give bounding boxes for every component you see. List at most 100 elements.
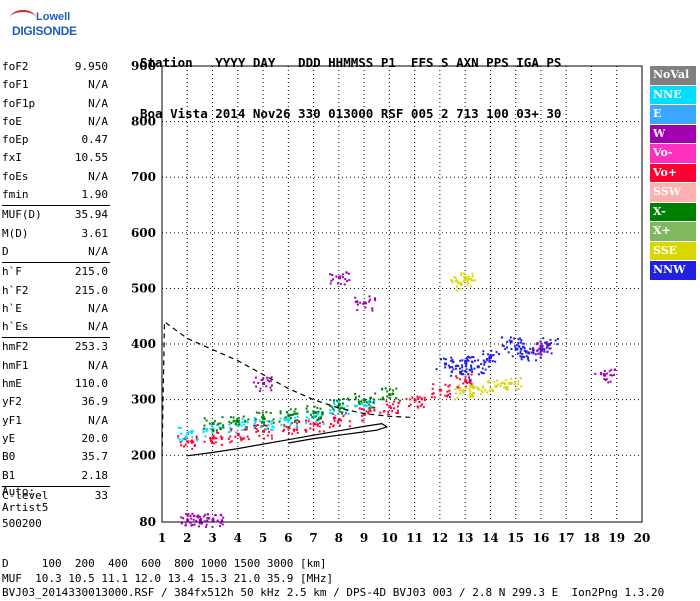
scatter-point [195, 436, 198, 439]
scatter-point [214, 514, 217, 517]
scatter-point [341, 411, 344, 414]
scatter-point [459, 281, 463, 285]
scatter-point [497, 353, 500, 356]
scatter-point [466, 283, 469, 286]
scatter-point [471, 394, 474, 397]
scatter-point [488, 381, 491, 384]
scatter-point [185, 435, 188, 438]
scatter-point [459, 389, 462, 392]
legend-item-sse: SSE [650, 241, 696, 260]
scatter-point [365, 404, 368, 407]
param-row: MUF(D) 35.94 [2, 206, 110, 224]
scatter-point [210, 424, 213, 427]
scatter-point [511, 355, 514, 358]
scatter-point [190, 517, 193, 520]
scatter-point [191, 512, 194, 515]
scatter-point [177, 426, 180, 429]
scatter-point [219, 422, 222, 425]
scatter-point [221, 523, 224, 526]
scatter-point [607, 381, 610, 384]
scatter-point [613, 374, 616, 377]
scatter-point [468, 387, 471, 390]
scatter-point [257, 429, 260, 432]
param-row: h`F 215.0 [2, 263, 110, 281]
scatter-point [419, 405, 422, 408]
scatter-point [464, 379, 468, 383]
scatter-point [316, 406, 319, 409]
scatter-point [243, 437, 246, 440]
param-row: foEp 0.47 [2, 131, 110, 149]
scatter-point [228, 420, 231, 423]
legend-item-noval: NoVal [650, 66, 696, 85]
scatter-point [461, 366, 464, 369]
scatter-point [369, 409, 372, 412]
scatter-point [258, 419, 261, 422]
scatter-point [362, 408, 365, 411]
scatter-point [469, 364, 472, 367]
scatter-point [263, 437, 266, 440]
scatter-point [190, 441, 193, 444]
scatter-point [594, 372, 597, 375]
scatter-point [295, 424, 298, 427]
scatter-point [282, 430, 285, 433]
scatter-point [483, 363, 486, 366]
scatter-point [354, 300, 357, 303]
scatter-point [469, 380, 472, 383]
scatter-point [443, 362, 447, 366]
scatter-point [295, 421, 298, 424]
scatter-point [237, 417, 240, 420]
scatter-point [338, 398, 341, 401]
scatter-point [254, 420, 257, 423]
scatter-point [450, 374, 453, 377]
param-name: fmin [2, 188, 29, 202]
scatter-point [270, 376, 273, 379]
scatter-point [296, 431, 299, 434]
scatter-point [372, 401, 375, 404]
scatter-point [227, 431, 230, 434]
param-name: foEs [2, 169, 29, 183]
scatter-point [240, 439, 243, 442]
scatter-point [549, 342, 552, 345]
scatter-point [286, 417, 289, 420]
scatter-point [271, 428, 274, 431]
scatter-point [467, 355, 470, 358]
scatter-point [253, 422, 256, 425]
scatter-point [287, 421, 290, 424]
scatter-point [549, 347, 552, 350]
scatter-point [222, 516, 225, 519]
scatter-point [265, 411, 268, 414]
scatter-point [200, 522, 203, 525]
scatter-point [316, 418, 319, 421]
scatter-point [504, 379, 507, 382]
param-row: hmE 110.0 [2, 375, 110, 393]
scatter-point [455, 277, 458, 280]
scatter-point [444, 394, 447, 397]
scatter-point [290, 417, 293, 420]
scatter-point [450, 371, 453, 374]
scatter-point [467, 359, 470, 362]
scatter-point [399, 399, 402, 402]
scatter-point [547, 342, 550, 345]
scatter-point [467, 278, 470, 281]
scatter-point [360, 402, 363, 405]
scatter-point [468, 381, 471, 384]
scatter-point [367, 407, 370, 410]
scatter-point [481, 372, 484, 375]
scatter-point [605, 378, 608, 381]
scatter-point [518, 337, 521, 340]
scatter-point [519, 355, 522, 358]
scatter-point [262, 377, 265, 380]
param-name: hmE [2, 377, 22, 391]
param-row: B0 35.7 [2, 448, 110, 466]
scatter-point [262, 429, 266, 433]
legend-item-ssw: SSW [650, 183, 696, 202]
scatter-point [329, 423, 332, 426]
scatter-point [305, 416, 308, 419]
scatter-point [504, 387, 507, 390]
scatter-point [527, 351, 531, 355]
param-name: M(D) [2, 226, 29, 240]
scatter-point [334, 414, 337, 417]
scatter-point [329, 273, 332, 276]
scatter-point [279, 412, 282, 415]
scatter-point [215, 431, 218, 434]
